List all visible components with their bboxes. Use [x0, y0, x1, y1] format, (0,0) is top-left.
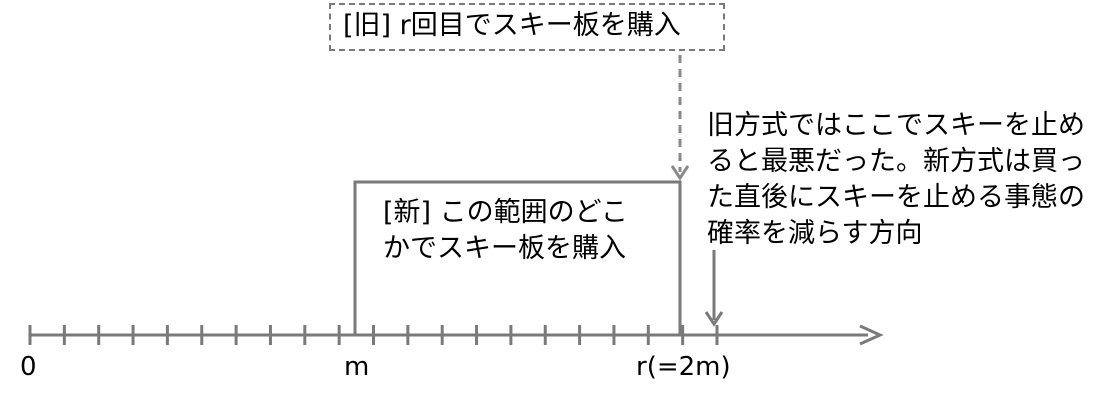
old-purchase-label: [旧] r回目でスキー板を購入	[343, 10, 681, 41]
old-purchase-box	[329, 3, 725, 51]
old-purchase-dashed-arrowhead	[670, 165, 690, 181]
new-purchase-label: [新] この範囲のどこかでスキー板を購入	[383, 197, 628, 264]
timeline-ticks	[28, 325, 719, 345]
axis-label-r: r(=2m)	[636, 352, 731, 382]
note-pointer-arrowhead	[704, 311, 724, 327]
new-purchase-range-box	[353, 180, 682, 335]
timeline-arrowhead	[859, 324, 884, 346]
axis-label-m: m	[344, 352, 370, 382]
explanation-note: 旧方式ではここでスキーを止めると最悪だった。新方式は買った直後にスキーを止める事…	[707, 110, 1085, 249]
axis-label-zero: 0	[20, 352, 37, 382]
